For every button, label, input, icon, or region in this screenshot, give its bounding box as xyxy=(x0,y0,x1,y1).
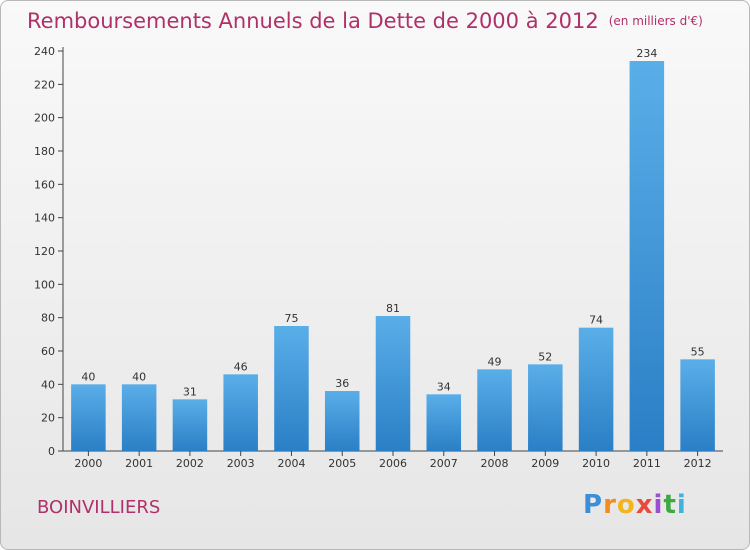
data-label-2003: 46 xyxy=(234,360,248,373)
y-tick-label: 160 xyxy=(34,178,55,191)
y-tick-label: 60 xyxy=(41,345,55,358)
y-tick-label: 100 xyxy=(34,278,55,291)
x-tick-label: 2001 xyxy=(125,457,153,470)
y-tick-label: 120 xyxy=(34,245,55,258)
data-label-2006: 81 xyxy=(386,302,400,315)
y-tick-label: 220 xyxy=(34,78,55,91)
logo-letter: o xyxy=(616,490,636,520)
bar-2006 xyxy=(375,316,411,451)
x-tick-label: 2007 xyxy=(430,457,458,470)
y-tick-label: 200 xyxy=(34,112,55,125)
data-labels: 40 40 31 46 75 36 81 34 49 52 74 234 55 xyxy=(81,47,704,398)
x-tick-label: 2009 xyxy=(531,457,559,470)
y-tick-label: 20 xyxy=(41,412,55,425)
x-tick-label: 2006 xyxy=(379,457,407,470)
logo-letter: x xyxy=(635,490,654,520)
x-tick-label: 2004 xyxy=(277,457,305,470)
data-label-2009: 52 xyxy=(538,350,552,363)
bar-2012 xyxy=(680,359,715,451)
axes: 0 20 40 60 80 100 120 140 160 180 200 220 240 2000 200… xyxy=(34,45,723,470)
data-label-2012: 55 xyxy=(691,345,705,358)
bar-2010 xyxy=(578,327,614,451)
bar-2003 xyxy=(223,374,258,451)
y-tick-label: 140 xyxy=(34,212,55,225)
bar-2005 xyxy=(324,391,360,451)
x-tick-label: 2003 xyxy=(227,457,255,470)
data-label-2010: 74 xyxy=(589,314,603,327)
y-tick-label: 40 xyxy=(41,378,55,391)
y-tick-label: 0 xyxy=(48,445,55,458)
logo-letter: i xyxy=(653,490,664,520)
y-tick-label: 180 xyxy=(34,145,55,158)
logo-letter: t xyxy=(663,490,677,520)
data-label-2002: 31 xyxy=(183,385,197,398)
x-tick-label: 2008 xyxy=(481,457,509,470)
bar-2000 xyxy=(71,384,106,451)
x-tick-label: 2005 xyxy=(328,457,356,470)
logo-letter: P xyxy=(583,490,604,520)
data-label-2001: 40 xyxy=(132,370,146,383)
x-tick-label: 2011 xyxy=(633,457,661,470)
bars xyxy=(71,61,715,451)
bar-2009 xyxy=(528,364,563,451)
commune-name: BOINVILLIERS xyxy=(37,497,161,518)
data-label-2005: 36 xyxy=(335,377,349,390)
chart-title-text: Remboursements Annuels de la Dette de 20… xyxy=(27,9,599,33)
y-tick-label: 240 xyxy=(34,45,55,58)
data-label-2000: 40 xyxy=(81,370,95,383)
x-tick-label: 2010 xyxy=(582,457,610,470)
bar-2008 xyxy=(477,369,512,451)
logo-letter: i xyxy=(676,490,687,520)
bar-2007 xyxy=(426,394,462,451)
chart-unit: (en milliers d'€) xyxy=(608,14,703,28)
proxiti-logo: Proxiti xyxy=(583,490,687,520)
chart-title: Remboursements Annuels de la Dette de 20… xyxy=(27,9,703,33)
data-label-2004: 75 xyxy=(284,312,298,325)
data-label-2007: 34 xyxy=(437,380,451,393)
bar-2011 xyxy=(629,61,665,451)
bar-2004 xyxy=(274,326,309,451)
bar-2002 xyxy=(172,399,208,451)
x-tick-label: 2002 xyxy=(176,457,204,470)
bar-2001 xyxy=(121,384,157,451)
logo-letter: r xyxy=(603,490,617,520)
data-label-2008: 49 xyxy=(488,355,502,368)
x-tick-label: 2000 xyxy=(74,457,102,470)
y-tick-label: 80 xyxy=(41,312,55,325)
data-label-2011: 234 xyxy=(636,47,657,60)
x-tick-label: 2012 xyxy=(684,457,712,470)
